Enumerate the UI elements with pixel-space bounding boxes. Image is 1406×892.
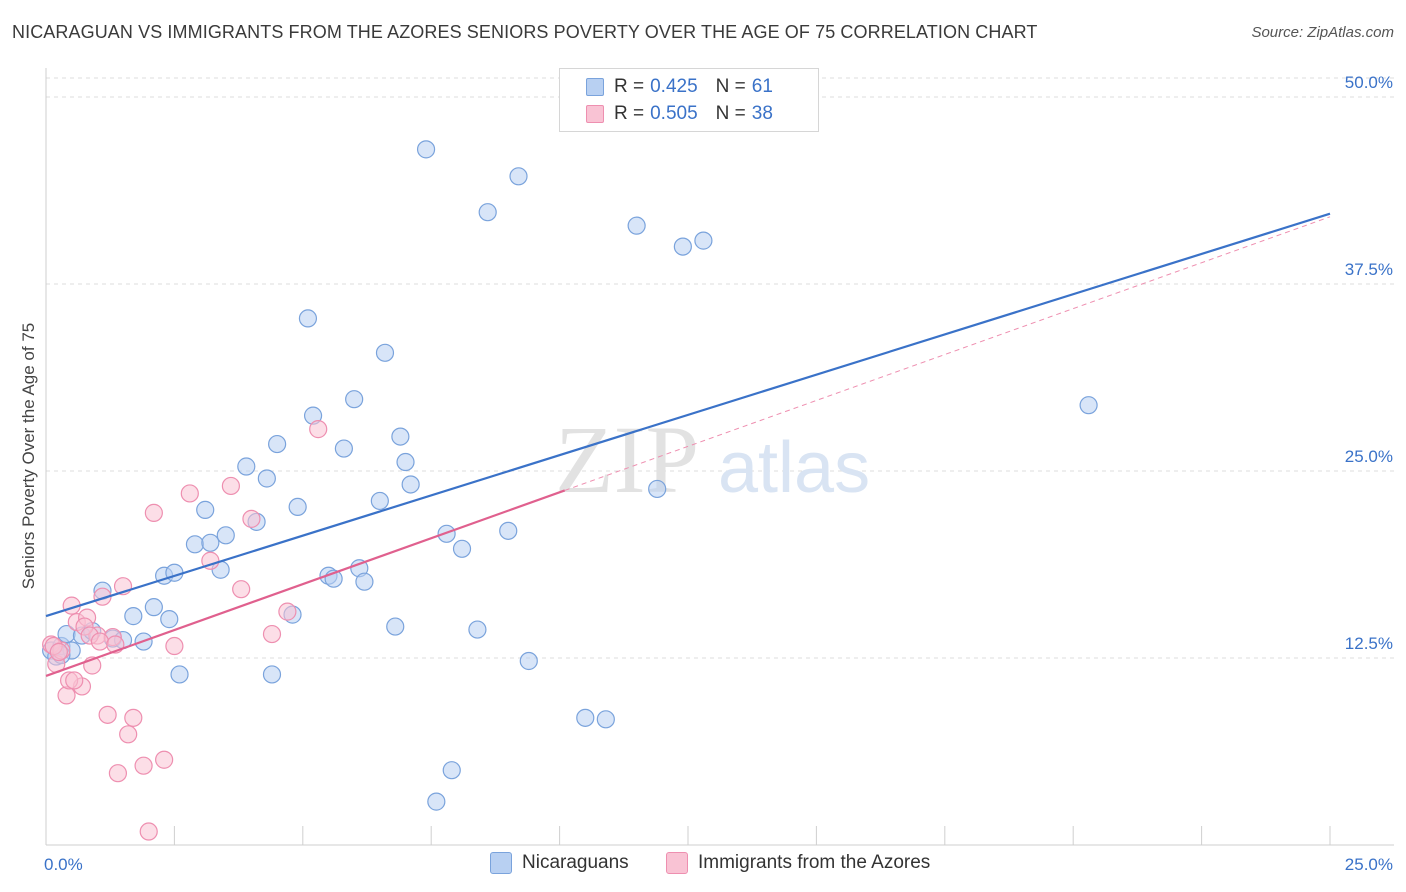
n-label: N = — [715, 76, 746, 97]
nicaraguans-point — [170, 665, 189, 684]
azores-point — [134, 756, 153, 775]
legend-label-azores: Immigrants from the Azores — [698, 852, 931, 873]
n-value: 38 — [751, 103, 773, 124]
nicaraguans-point — [519, 651, 538, 671]
y-tick-label: 50.0% — [1345, 73, 1393, 92]
nicaraguans-point — [386, 617, 405, 636]
azores-point — [108, 764, 128, 783]
watermark-zip: ZIP — [555, 406, 699, 513]
r-label: R = — [614, 103, 645, 124]
stats-legend: R = 0.425 N = 61 R = 0.505 N = 38 — [559, 68, 819, 132]
n-value: 61 — [751, 76, 773, 97]
nicaraguans-point — [576, 708, 595, 727]
bottom-legend-nicaraguans: Nicaraguans — [490, 852, 629, 874]
pink-swatch-icon — [586, 105, 604, 123]
azores-point — [49, 642, 68, 662]
nicaraguans-point — [298, 309, 318, 328]
nicaraguans-point — [124, 607, 143, 626]
nicaraguans-point — [673, 237, 692, 256]
legend-label-nicaraguans: Nicaraguans — [522, 852, 629, 873]
nicaraguans-point — [694, 231, 713, 250]
nicaraguans-point — [391, 427, 410, 446]
blue-swatch-icon — [586, 78, 604, 96]
labels-layer: 12.5% 25.0% 37.5% 50.0% 0.0% 25.0% — [44, 73, 1393, 874]
y-tick-label: 25.0% — [1345, 447, 1393, 466]
azores-point — [278, 602, 297, 621]
azores-point — [124, 708, 143, 727]
azores-point — [65, 671, 84, 690]
nicaraguans-point — [427, 792, 446, 811]
nicaraguans-point — [160, 610, 179, 629]
pink-swatch-icon — [666, 852, 688, 874]
y-axis-title: Seniors Poverty Over the Age of 75 — [19, 323, 38, 589]
blue-swatch-icon — [490, 852, 512, 874]
azores-point — [119, 725, 138, 744]
nicaraguans-point — [416, 140, 436, 159]
nicaraguans-point — [216, 526, 235, 545]
nicaraguans-point — [596, 710, 615, 729]
chart-title: NICARAGUAN VS IMMIGRANTS FROM THE AZORES… — [12, 22, 1038, 42]
nicaraguans-point — [442, 761, 461, 780]
stats-legend-row-nicaraguans: R = 0.425 N = 61 — [586, 76, 773, 98]
azores-point — [155, 750, 174, 769]
nicaraguans-point — [648, 479, 667, 499]
azores-point — [165, 636, 184, 656]
nicaraguans-point — [401, 475, 420, 494]
y-tick-label: 12.5% — [1345, 634, 1393, 653]
n-label: N = — [715, 103, 746, 124]
nicaraguans-point — [268, 434, 287, 454]
azores-point — [139, 822, 158, 841]
axes-layer — [45, 68, 1394, 846]
stats-legend-row-azores: R = 0.505 N = 38 — [586, 103, 773, 125]
azores-trendline-extension — [564, 216, 1331, 491]
azores-point — [98, 705, 117, 724]
azores-point — [309, 420, 328, 439]
nicaraguans-point — [185, 535, 205, 554]
source-label: Source: ZipAtlas.com — [1251, 24, 1394, 41]
nicaraguans-point — [478, 203, 497, 222]
x-tick-label: 25.0% — [1345, 855, 1393, 874]
nicaraguans-point — [345, 390, 364, 409]
nicaraguans-point — [355, 572, 374, 591]
nicaraguans-trendline — [45, 212, 1331, 618]
nicaraguans-point — [468, 620, 487, 639]
azores-point — [180, 484, 199, 503]
nicaraguans-point — [396, 452, 415, 472]
nicaraguans-point — [627, 216, 646, 235]
azores-point — [90, 632, 110, 651]
nicaraguans-point — [201, 533, 220, 552]
watermark: ZIP atlas — [555, 406, 870, 513]
azores-point — [242, 509, 261, 528]
nicaraguans-point — [499, 521, 518, 540]
nicaraguans-point — [257, 469, 276, 488]
trend-layer — [45, 212, 1331, 677]
nicaraguans-point — [1079, 396, 1098, 415]
r-value: 0.425 — [650, 76, 698, 97]
nicaraguans-point — [509, 167, 528, 186]
bottom-legend-azores: Immigrants from the Azores — [666, 852, 930, 874]
azores-point — [232, 580, 251, 599]
nicaraguans-point — [452, 539, 472, 558]
nicaraguans-point — [237, 457, 256, 476]
nicaraguans-point — [196, 500, 215, 519]
azores-point — [221, 476, 240, 496]
nicaraguans-point — [370, 491, 389, 511]
r-label: R = — [614, 76, 645, 97]
azores-point — [57, 686, 76, 705]
azores-point — [144, 503, 163, 522]
watermark-atlas: atlas — [718, 428, 870, 508]
nicaraguans-point — [375, 343, 395, 362]
nicaraguans-point — [334, 439, 353, 458]
r-value: 0.505 — [650, 103, 698, 124]
nicaraguans-point — [262, 665, 282, 684]
azores-point — [262, 624, 282, 644]
nicaraguans-point — [144, 598, 163, 617]
grid-layer — [46, 77, 1394, 659]
y-tick-label: 37.5% — [1345, 260, 1393, 279]
nicaraguans-point — [288, 497, 307, 517]
azores-trendline — [45, 489, 566, 677]
x-tick-label: 0.0% — [44, 855, 83, 874]
